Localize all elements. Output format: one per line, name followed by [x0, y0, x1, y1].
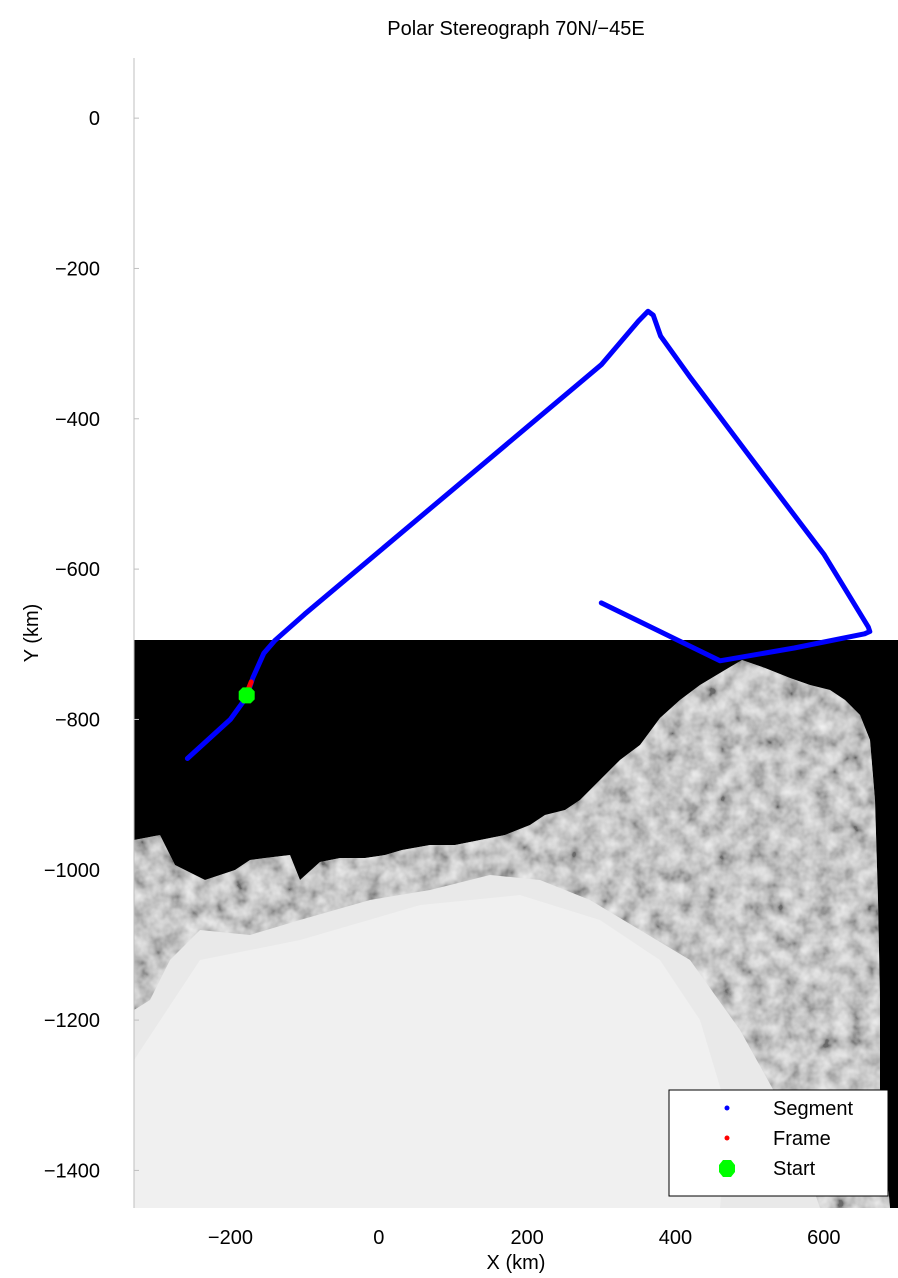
x-tick-label: 600: [807, 1227, 840, 1249]
legend-segment-marker: [724, 1105, 730, 1111]
segment-track-line: [184, 308, 873, 761]
x-axis-label: X (km): [487, 1252, 546, 1274]
interior-ice: [134, 895, 730, 1208]
y-tick-label: −800: [55, 709, 100, 731]
y-tick-label: −200: [55, 258, 100, 280]
legend-box: [668, 1089, 889, 1197]
legend-start-label: Start: [773, 1158, 816, 1180]
legend: Segment Frame Start: [668, 1089, 889, 1197]
y-tick-label: −1000: [44, 860, 100, 882]
legend-frame-label: Frame: [773, 1128, 831, 1150]
chart-title: Polar Stereograph 70N/−45E: [387, 18, 644, 40]
y-tick-label: −400: [55, 409, 100, 431]
flight-track-layer: [184, 308, 873, 761]
coastal-imagery: [134, 660, 890, 1208]
y-axis-label: Y (km): [21, 604, 43, 663]
y-axis-ticks: 0 −200 −400 −600 −800 −1000 −1200 −1400: [44, 108, 139, 1182]
map-axes: 0 −200 −400 −600 −800 −1000 −1200 −1400 −200 0 20…: [44, 58, 898, 1249]
y-tick-label: 0: [89, 108, 100, 130]
map-imagery: [134, 640, 898, 1208]
y-tick-label: −1400: [44, 1160, 100, 1182]
x-tick-label: 400: [659, 1227, 692, 1249]
x-axis-ticks: −200 0 200 400 600: [208, 1227, 841, 1249]
x-tick-label: −200: [208, 1227, 253, 1249]
start-marker: [238, 687, 255, 704]
y-tick-label: −1200: [44, 1010, 100, 1032]
y-tick-label: −600: [55, 559, 100, 581]
x-tick-label: 0: [373, 1227, 384, 1249]
legend-frame-marker: [724, 1135, 730, 1141]
x-tick-label: 200: [510, 1227, 543, 1249]
legend-segment-label: Segment: [773, 1098, 853, 1120]
legend-start-marker: [719, 1160, 735, 1177]
